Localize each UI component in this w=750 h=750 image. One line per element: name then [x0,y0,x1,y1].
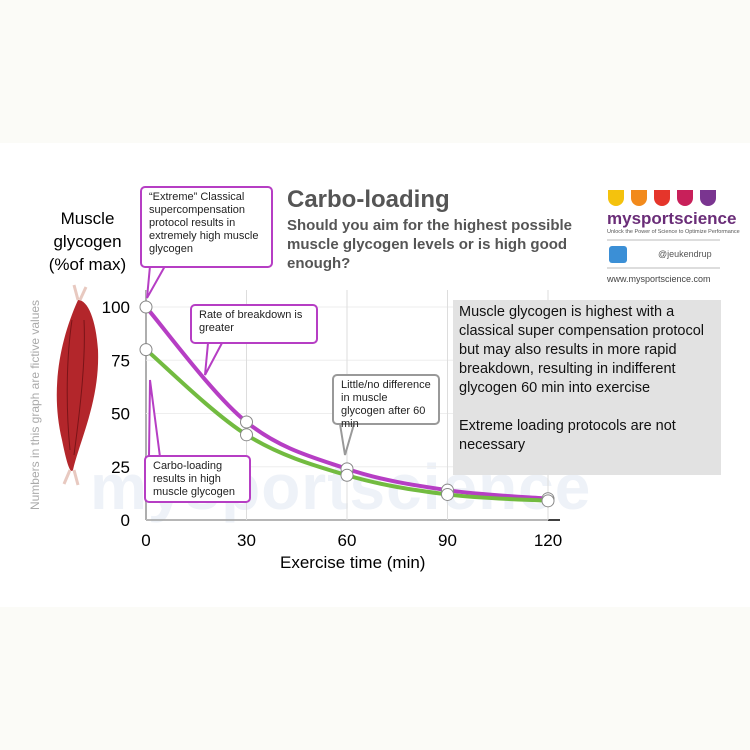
y-axis-label: Muscle glycogen (%of max) [48,209,127,274]
info-text: Extreme loading protocols are not necess… [459,418,676,453]
x-tick-label: 30 [237,531,256,550]
brand-name: mysportscience [607,209,737,228]
x-tick-label: 60 [338,531,357,550]
side-note: Numbers in this graph are fictive values [28,299,42,511]
callout-pointer [339,423,355,456]
muscle-illustration [56,284,99,486]
title: Carbo-loading [287,186,450,213]
y-tick-label: 0 [121,511,130,530]
annotation: “Extreme” Classical supercompensation pr… [140,186,273,268]
data-point [139,343,153,357]
brand-petals [607,190,720,269]
data-point [240,415,253,429]
data-point [340,468,354,482]
y-tick-label: 100 [102,298,130,317]
callout-pointer [204,342,223,376]
subtitle: Should you aim for the highest possible … [287,217,573,272]
x-tick-label: 120 [534,531,562,550]
x-tick-label: 0 [141,531,150,550]
data-point [541,494,555,508]
data-point [441,487,454,501]
info-text: Muscle glycogen is highest with a classi… [459,304,705,396]
brand-tagline: Unlock the Power of Science to Optimize … [607,229,740,235]
x-axis-label: Exercise time (min) [280,553,426,572]
info-box: Muscle glycogen is highest with a classi… [453,300,721,475]
y-tick-label: 50 [111,405,130,424]
annotation: Little/no difference in muscle glycogen … [332,374,440,430]
callout-pointer [146,265,166,299]
data-point [139,300,153,314]
x-tick-label: 90 [438,531,457,550]
y-tick-label: 75 [111,351,130,370]
y-tick-label: 25 [111,458,130,477]
data-point [240,428,253,442]
brand-twitter[interactable]: @jeukendrup [658,249,712,259]
annotation: Carbo-loading results in high muscle gly… [144,455,251,503]
annotation: Rate of breakdown is greater [190,304,318,344]
callout-pointer [148,379,161,458]
brand-url[interactable]: www.mysportscience.com [607,274,711,284]
